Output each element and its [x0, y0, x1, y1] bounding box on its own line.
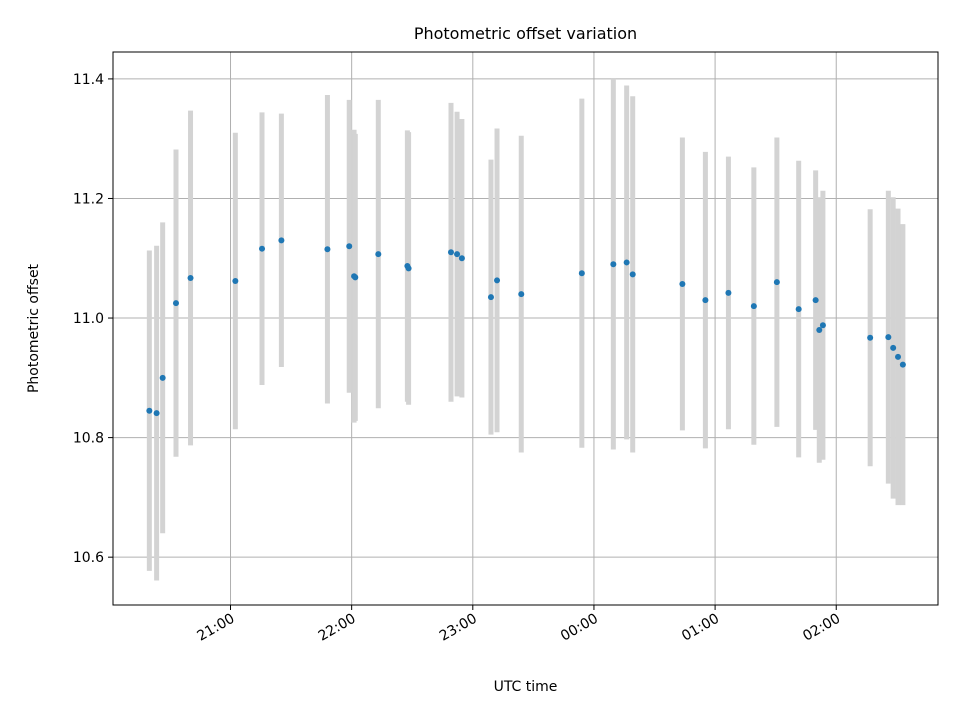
data-point [725, 289, 732, 296]
data-point [812, 297, 819, 304]
data-point [867, 334, 874, 341]
data-point [750, 303, 757, 310]
data-point [885, 334, 892, 341]
data-point [232, 277, 239, 284]
data-point [346, 243, 353, 250]
data-point [458, 255, 465, 262]
chart-title: Photometric offset variation [414, 24, 637, 43]
y-tick-label: 11.2 [73, 191, 104, 207]
y-axis-label: Photometric offset [26, 263, 42, 393]
data-point [702, 297, 709, 304]
data-point [405, 265, 412, 272]
data-point [816, 326, 823, 333]
data-point [172, 300, 179, 307]
x-axis-label: UTC time [494, 679, 558, 695]
data-point [259, 245, 266, 252]
data-point [447, 249, 454, 256]
data-point [629, 271, 636, 278]
data-point [153, 410, 160, 417]
data-point [679, 280, 686, 287]
data-point [890, 344, 897, 351]
plot-frame [112, 51, 939, 606]
data-point [819, 322, 826, 329]
data-point [899, 361, 906, 368]
data-point [454, 251, 461, 258]
data-point [578, 270, 585, 277]
data-point [610, 261, 617, 268]
data-point [146, 407, 153, 414]
y-axis-ticks: 10.6 10.8 11.0 11.2 11.4 [73, 72, 113, 566]
data-point [518, 291, 525, 298]
data-point [352, 274, 359, 281]
data-point [187, 274, 194, 281]
data-point [487, 294, 494, 301]
y-tick-label: 10.8 [73, 431, 104, 447]
data-point [623, 259, 630, 266]
data-point [895, 353, 902, 360]
y-tick-label: 10.6 [73, 550, 104, 566]
data-point [773, 279, 780, 286]
data-point [494, 277, 501, 284]
data-points [146, 237, 906, 417]
data-point [795, 306, 802, 313]
data-point [278, 237, 285, 244]
data-point [324, 246, 331, 253]
y-tick-label: 11.4 [73, 72, 104, 88]
y-tick-label: 11.0 [73, 311, 104, 327]
data-point [375, 251, 382, 258]
data-point [159, 374, 166, 381]
